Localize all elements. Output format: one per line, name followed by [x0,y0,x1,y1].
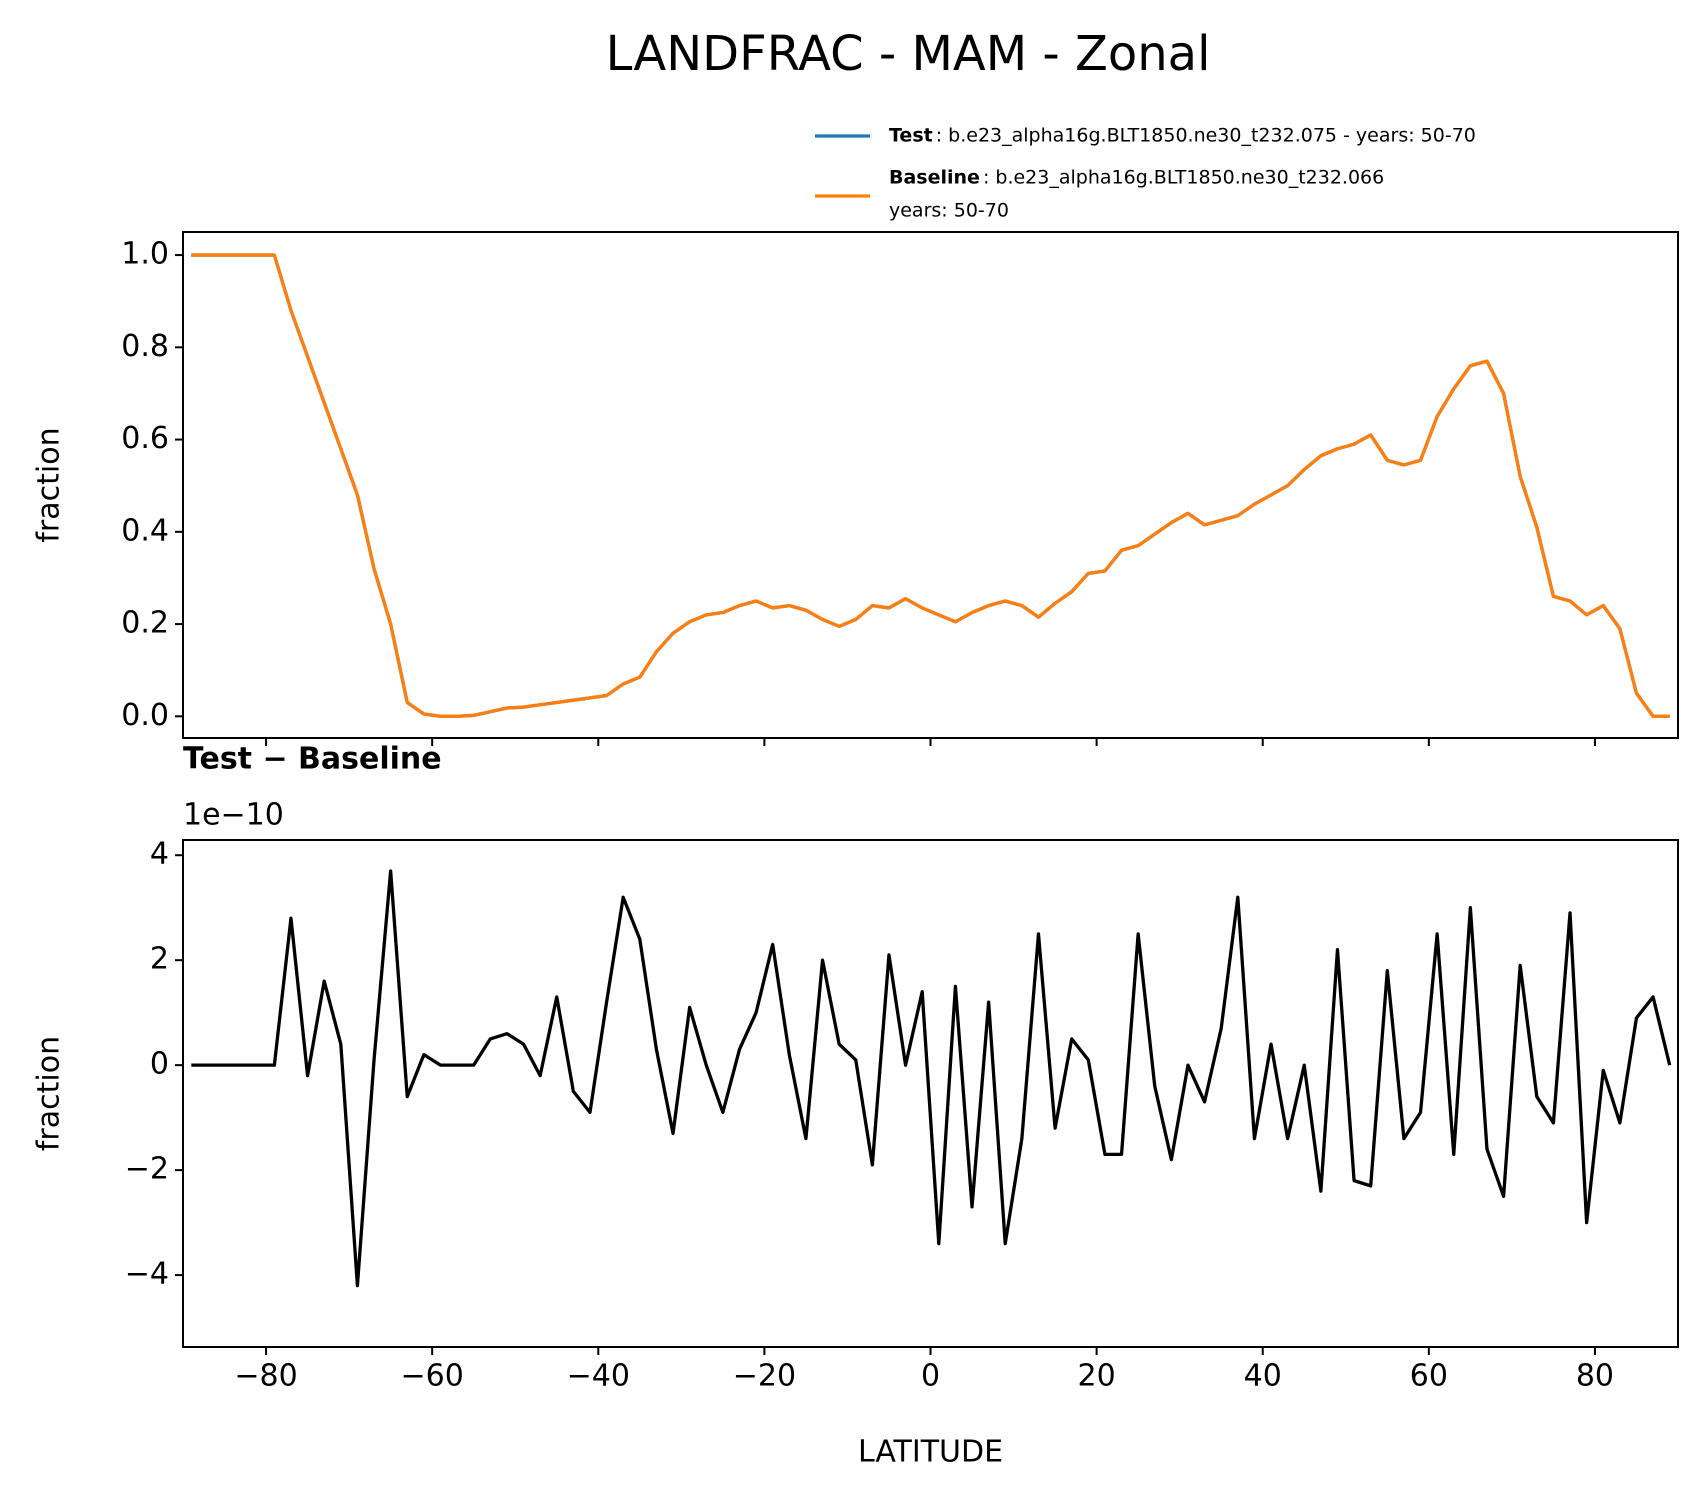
data-line [191,253,1670,718]
y-tick-label: 0.0 [121,698,169,733]
y-tick-label: 0 [150,1047,169,1082]
data-line [191,253,1670,718]
legend-detail: years: 50-70 [889,200,1009,222]
figure-title: LANDFRAC - MAM - Zonal [606,26,1211,82]
y-tick-label: −4 [125,1257,169,1292]
x-tick-label: 80 [1576,1359,1614,1394]
y-tick-label: −2 [125,1152,169,1187]
legend-label: Test [889,125,933,147]
offset-label: 1e−10 [183,798,284,833]
legend-detail: : b.e23_alpha16g.BLT1850.ne30_t232.075 -… [936,125,1476,147]
y-tick-label: 2 [150,942,169,977]
axes-frame [182,839,1679,1348]
y-tick-label: 0.6 [121,421,169,456]
x-tick-label: 20 [1078,1359,1116,1394]
x-tick-label: −60 [401,1359,464,1394]
data-line [191,869,1672,1288]
y-tick-label: 0.4 [121,513,169,548]
legend-detail: : b.e23_alpha16g.BLT1850.ne30_t232.066 [983,167,1384,189]
y-tick-label: 1.0 [121,237,169,272]
x-tick-label: 0 [921,1359,940,1394]
y-tick-label: 0.2 [121,606,169,641]
x-tick-label: −40 [567,1359,630,1394]
y-axis-label: fraction [32,427,67,542]
y-axis-label: fraction [32,1036,67,1151]
legend-label: Baseline [889,167,980,189]
x-tick-label: 60 [1410,1359,1448,1394]
x-tick-label: −20 [733,1359,796,1394]
x-tick-label: −80 [234,1359,297,1394]
subplot-title: Test − Baseline [183,742,442,777]
axes-frame [182,231,1679,739]
y-tick-label: 4 [150,837,169,872]
x-axis-label: LATITUDE [858,1435,1003,1470]
y-tick-label: 0.8 [121,329,169,364]
x-tick-label: 40 [1244,1359,1282,1394]
